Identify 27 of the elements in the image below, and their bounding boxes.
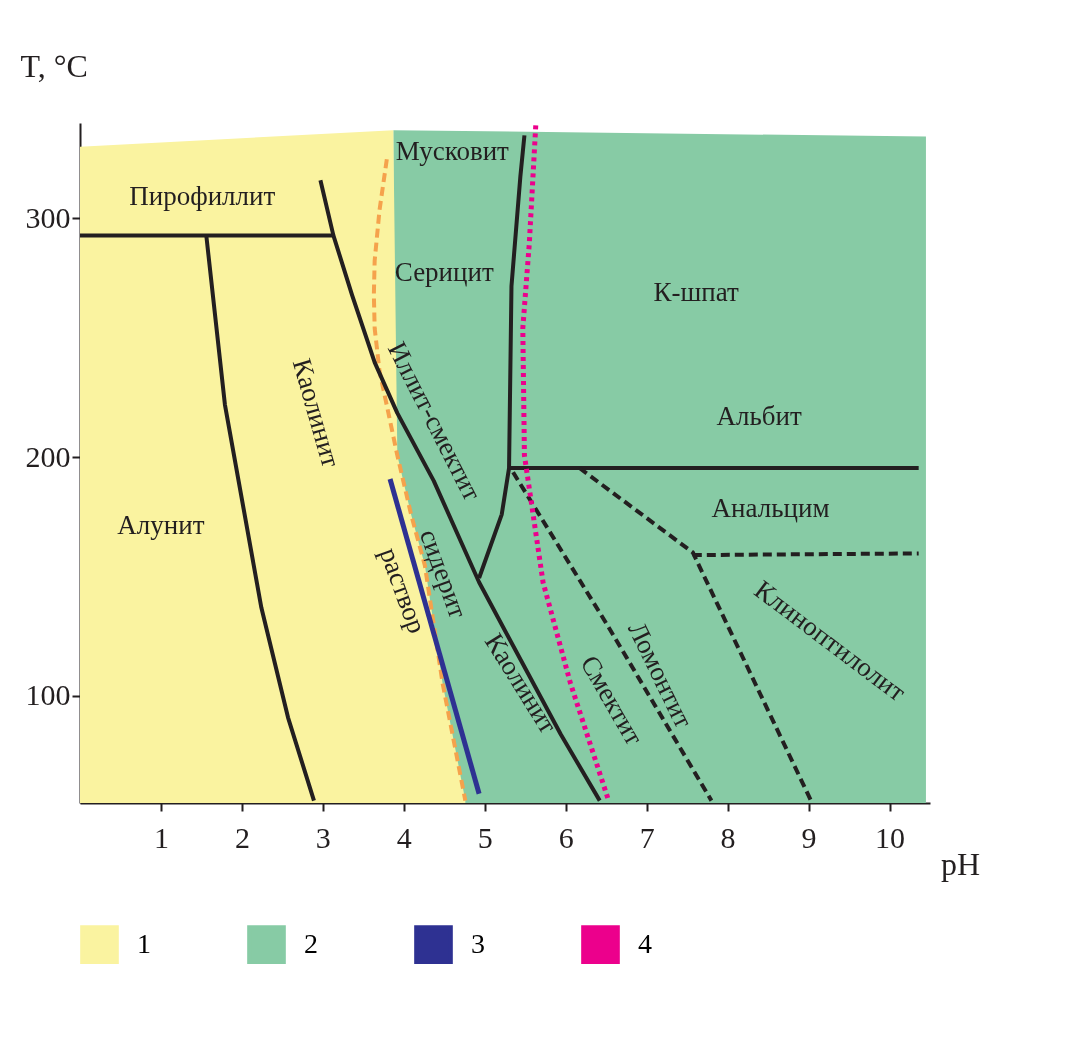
annotation: К-шпат [653,276,739,307]
annotation: Алунит [117,509,205,540]
annotation: Серицит [394,257,494,288]
x-tick-label: 5 [477,820,493,854]
x-tick-label: 8 [720,820,736,854]
annotation: Альбит [716,401,803,432]
annotation: Каолинит [286,355,347,471]
annotation: Пирофиллит [129,181,276,212]
y-tick-label: 300 [25,200,71,234]
y-axis-title: T, °C [20,47,88,84]
legend-label: 2 [304,927,318,959]
x-tick-label: 3 [315,820,331,854]
x-axis-title: pH [940,845,981,882]
x-tick-label: 4 [396,820,412,854]
annotation: Мусковит [395,136,510,167]
x-tick-label: 1 [153,820,169,854]
annotation: Анальцим [711,492,830,523]
x-tick-label: 6 [558,820,574,854]
x-tick-label: 10 [875,820,906,854]
x-tick-label: 9 [801,820,817,854]
legend-label: 3 [471,927,485,959]
legend-label: 4 [638,927,652,959]
legend-label: 1 [137,927,151,959]
y-tick-label: 100 [25,678,71,712]
x-tick-label: 2 [234,820,250,854]
y-tick-label: 200 [25,439,71,473]
x-tick-label: 7 [639,820,655,854]
